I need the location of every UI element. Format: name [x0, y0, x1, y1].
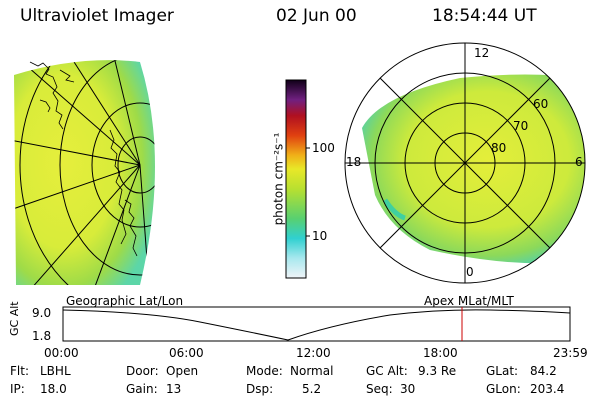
mlt-label-6: 6: [575, 155, 583, 169]
geographic-panel-label: Geographic Lat/Lon: [66, 294, 184, 308]
lat-label-60: 60: [533, 97, 549, 111]
gc-alt-ytick-1.8: 1.8: [32, 329, 52, 343]
glon-value: 203.4: [530, 382, 565, 396]
dsp-value: 5.2: [302, 382, 322, 396]
ip-label: IP:: [10, 382, 25, 396]
lat-label-70: 70: [513, 119, 529, 133]
seq-value: 30: [400, 382, 416, 396]
gain-value: 13: [166, 382, 182, 396]
gc-alt-ytick-9: 9.0: [32, 306, 52, 320]
ip-value: 18.0: [40, 382, 67, 396]
mlt-label-0: 0: [466, 265, 474, 279]
xtick-18: 18:00: [423, 346, 458, 360]
xtick-12: 12:00: [296, 346, 331, 360]
door-value: Open: [166, 364, 199, 378]
colorbar-tick-100: 100: [312, 141, 335, 155]
mlt-label-18: 18: [346, 155, 362, 169]
time-label: 18:54:44 UT: [432, 6, 537, 26]
glat-label: GLat:: [486, 364, 519, 378]
xtick-2359: 23:59: [553, 346, 588, 360]
gcalt-label: GC Alt:: [366, 364, 408, 378]
instrument-title: Ultraviolet Imager: [20, 6, 174, 26]
xtick-06: 06:00: [169, 346, 204, 360]
gcalt-value: 9.3 Re: [418, 364, 457, 378]
gc-alt-ylabel: GC Alt: [8, 301, 21, 336]
dsp-label: Dsp:: [246, 382, 274, 396]
colorbar-tick-10: 10: [312, 229, 328, 243]
mode-value: Normal: [290, 364, 334, 378]
apex-panel-label: Apex MLat/MLT: [424, 294, 514, 308]
mlt-label-12: 12: [474, 46, 490, 60]
seq-label: Seq:: [366, 382, 393, 396]
lat-label-80: 80: [491, 141, 507, 155]
xtick-00: 00:00: [44, 346, 79, 360]
gain-label: Gain:: [126, 382, 158, 396]
door-label: Door:: [126, 364, 159, 378]
date-label: 02 Jun 00: [276, 6, 357, 26]
glon-label: GLon:: [486, 382, 521, 396]
flt-label: Flt:: [10, 364, 29, 378]
flt-value: LBHL: [40, 364, 71, 378]
mode-label: Mode:: [246, 364, 283, 378]
glat-value: 84.2: [530, 364, 557, 378]
